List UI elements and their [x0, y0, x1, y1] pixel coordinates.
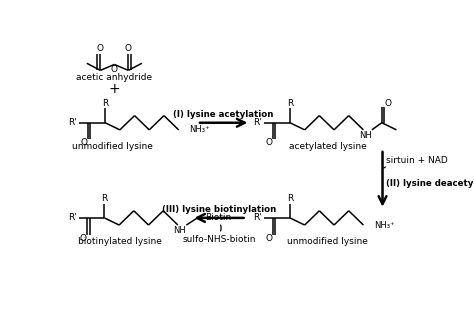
- Text: unmodified lysine: unmodified lysine: [72, 142, 153, 151]
- Text: NH: NH: [359, 131, 372, 140]
- Text: (III) lysine biotinylation: (III) lysine biotinylation: [162, 205, 276, 214]
- Text: O: O: [265, 138, 272, 147]
- Text: O: O: [385, 99, 392, 108]
- Text: sulfo-NHS-biotin: sulfo-NHS-biotin: [182, 235, 256, 244]
- Text: R': R': [253, 214, 262, 222]
- Text: +: +: [109, 83, 120, 96]
- Text: R: R: [287, 194, 293, 203]
- Text: acetic anhydride: acetic anhydride: [76, 73, 153, 82]
- Text: O: O: [97, 44, 104, 53]
- Text: R: R: [102, 99, 108, 108]
- Text: R: R: [287, 99, 293, 108]
- Text: O: O: [265, 234, 272, 243]
- Text: biotinylated lysine: biotinylated lysine: [78, 237, 162, 246]
- Text: acetylated lysine: acetylated lysine: [289, 142, 366, 151]
- Text: R: R: [101, 194, 108, 203]
- Text: O: O: [80, 234, 87, 243]
- Text: Biotin: Biotin: [205, 214, 231, 222]
- Text: unmodified lysine: unmodified lysine: [287, 237, 368, 246]
- Text: R': R': [253, 118, 262, 127]
- Text: O: O: [81, 138, 87, 147]
- Text: sirtuin + NAD: sirtuin + NAD: [386, 156, 448, 165]
- Text: NH₃⁺: NH₃⁺: [189, 125, 210, 134]
- Text: O: O: [111, 65, 118, 74]
- Text: (I) lysine acetylation: (I) lysine acetylation: [173, 110, 274, 119]
- Text: R': R': [68, 118, 76, 127]
- Text: NH₃⁺: NH₃⁺: [374, 221, 394, 230]
- Text: R': R': [68, 214, 76, 222]
- Text: NH: NH: [173, 226, 186, 235]
- Text: O: O: [125, 44, 132, 53]
- Text: (II) lysine deacetylation: (II) lysine deacetylation: [386, 179, 474, 188]
